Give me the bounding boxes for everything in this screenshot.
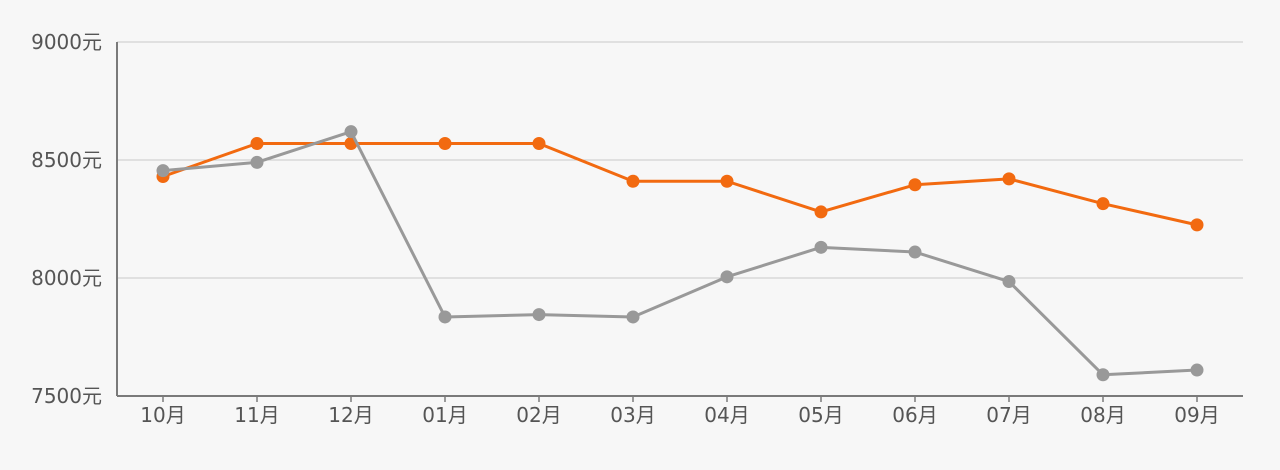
series-1-line (162, 141, 1198, 227)
series-2-point (1096, 368, 1110, 382)
series-1-point (720, 174, 734, 188)
series-2-point (1002, 275, 1016, 289)
series-1-point (1190, 218, 1204, 232)
series-2-point (720, 270, 734, 284)
series-2-point (438, 310, 452, 324)
series-2-point (156, 164, 170, 178)
series-2-point (626, 310, 640, 324)
series-2-point (1190, 363, 1204, 377)
x-tick-label: 04月 (704, 403, 749, 427)
series-1-point (908, 178, 922, 192)
y-axis-tick-labels: 7500元 8000元 8500元 9000元 (31, 30, 102, 408)
x-tick-label: 10月 (140, 403, 185, 427)
series-2-point (344, 125, 358, 139)
series (156, 125, 1204, 382)
x-tick-label: 05月 (798, 403, 843, 427)
series-2-point (908, 245, 922, 259)
x-tick-label: 01月 (422, 403, 467, 427)
axes (116, 42, 1243, 402)
series-2-line (162, 130, 1198, 377)
series-1-point (532, 136, 546, 150)
series-1-point (250, 136, 264, 150)
series-1-point (438, 136, 452, 150)
y-tick-label: 8000元 (31, 266, 102, 290)
x-tick-label: 09月 (1174, 403, 1219, 427)
series-2-point (532, 308, 546, 322)
x-tick-label: 12月 (328, 403, 373, 427)
x-tick-label: 02月 (516, 403, 561, 427)
x-tick-label: 08月 (1080, 403, 1125, 427)
series-1-point (1096, 197, 1110, 211)
y-tick-label: 9000元 (31, 30, 102, 54)
y-tick-label: 8500元 (31, 148, 102, 172)
series-1-point (814, 205, 828, 219)
x-tick-label: 06月 (892, 403, 937, 427)
x-tick-label: 03月 (610, 403, 655, 427)
x-tick-label: 11月 (234, 403, 279, 427)
x-axis-tick-labels: 10月 11月 12月 01月 02月 03月 04月 05月 06月 07月 08月 09月 (140, 403, 1219, 427)
y-tick-label: 7500元 (31, 384, 102, 408)
series-1-point (626, 174, 640, 188)
series-2-point (250, 155, 264, 169)
series-1-point (1002, 172, 1016, 186)
gridlines (117, 41, 1243, 279)
series-2-point (814, 240, 828, 254)
x-tick-label: 07月 (986, 403, 1031, 427)
